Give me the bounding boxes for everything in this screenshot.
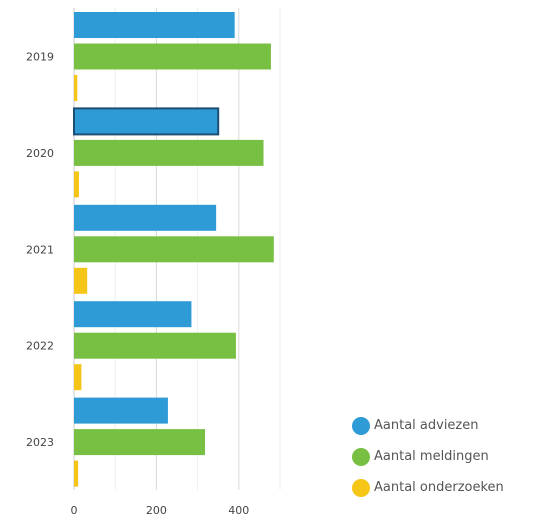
bar-aantal-meldingen-2022[interactable]	[74, 332, 236, 359]
category-label: 2020	[26, 147, 54, 160]
x-tick-label: 400	[228, 504, 249, 517]
category-label: 2022	[26, 340, 54, 353]
category-label: 2023	[26, 436, 54, 449]
x-tick-labels: 0 200 400	[71, 504, 250, 517]
bar-aantal-adviezen-2021[interactable]	[74, 204, 217, 231]
legend: Aantal adviezen Aantal meldingen Aantal …	[352, 410, 504, 503]
legend-item-adviezen[interactable]: Aantal adviezen	[352, 410, 504, 441]
bar-aantal-onderzoeken-2019[interactable]	[74, 75, 78, 101]
legend-label: Aantal meldingen	[374, 449, 489, 464]
bar-aantal-adviezen-2023[interactable]	[74, 397, 168, 424]
legend-item-onderzoeken[interactable]: Aantal onderzoeken	[352, 472, 504, 503]
bar-aantal-adviezen-2020[interactable]	[73, 107, 220, 136]
bar-aantal-meldingen-2023[interactable]	[74, 429, 206, 456]
bar-aantal-onderzoeken-2021[interactable]	[74, 267, 88, 294]
bar-aantal-meldingen-2019[interactable]	[74, 43, 271, 70]
bar-aantal-onderzoeken-2020[interactable]	[74, 171, 79, 198]
legend-label: Aantal adviezen	[374, 418, 479, 433]
x-tick-label: 200	[146, 504, 167, 517]
legend-swatch-meldingen	[352, 447, 370, 466]
bar-aantal-meldingen-2021[interactable]	[74, 236, 274, 263]
bar-aantal-meldingen-2020[interactable]	[74, 139, 264, 166]
category-labels: 2019 2020 2021 2022 2023	[26, 51, 54, 450]
bar-aantal-adviezen-2019[interactable]	[74, 12, 235, 38]
bar-group	[73, 12, 274, 487]
category-label: 2019	[26, 51, 54, 64]
category-label: 2021	[26, 243, 54, 256]
bar-aantal-adviezen-2022[interactable]	[74, 301, 192, 328]
legend-label: Aantal onderzoeken	[374, 480, 504, 495]
x-tick-label: 0	[71, 504, 78, 517]
bar-aantal-onderzoeken-2022[interactable]	[74, 364, 82, 391]
legend-item-meldingen[interactable]: Aantal meldingen	[352, 441, 504, 472]
legend-swatch-onderzoeken	[352, 478, 370, 497]
bar-aantal-onderzoeken-2023[interactable]	[74, 460, 79, 487]
legend-swatch-adviezen	[352, 416, 370, 435]
